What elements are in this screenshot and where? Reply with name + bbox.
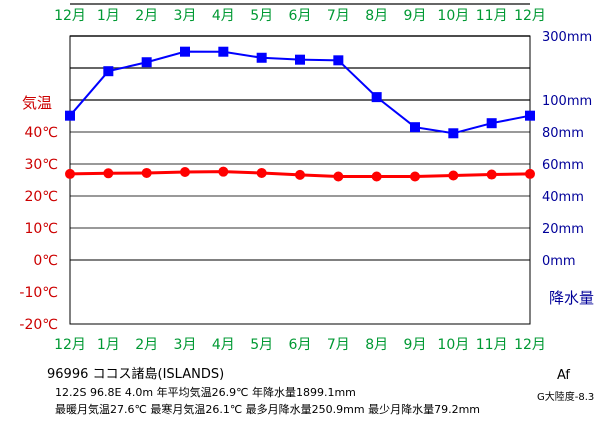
temperature-point (218, 166, 229, 177)
month-label: 2月 (135, 337, 158, 353)
precipitation-point (218, 46, 229, 57)
temperature-tick-label: 40℃ (24, 125, 58, 141)
month-label: 9月 (404, 8, 427, 24)
precipitation-tick-label: 40mm (542, 190, 584, 205)
month-label: 10月 (437, 337, 469, 353)
temperature-point (103, 168, 114, 179)
precipitation-point (525, 110, 535, 121)
month-label: 8月 (365, 8, 388, 24)
month-label: 12月 (54, 337, 86, 353)
temperature-axis-title: 気温 (22, 94, 52, 112)
grid-lines (70, 3, 530, 261)
month-label: 1月 (97, 8, 120, 24)
month-label: 9月 (404, 337, 427, 353)
temperature-point (410, 171, 420, 182)
temperature-point (333, 171, 344, 182)
temperature-point (486, 169, 497, 180)
precipitation-tick-label: 0mm (542, 254, 576, 269)
temperature-tick-label: 30℃ (24, 157, 58, 173)
temperature-tick-label: 0℃ (33, 253, 58, 269)
temperature-point (448, 170, 459, 181)
month-label: 3月 (174, 337, 197, 353)
precipitation-point (333, 55, 344, 66)
station-title: 96996 ココス諸島(ISLANDS) (47, 363, 224, 382)
month-label: 6月 (289, 337, 312, 353)
month-label: 7月 (327, 337, 350, 353)
month-label: 12月 (514, 337, 546, 353)
month-label: 8月 (365, 337, 388, 353)
precipitation-point (65, 110, 75, 121)
month-label: 3月 (174, 8, 197, 24)
month-label: 4月 (212, 337, 235, 353)
month-label: 4月 (212, 8, 235, 24)
month-label: 6月 (289, 8, 312, 24)
precipitation-tick-label: 80mm (542, 126, 584, 141)
climate-class: Af (557, 368, 571, 383)
month-label: 2月 (135, 8, 158, 24)
temperature-tick-label: 20℃ (24, 189, 58, 205)
temperature-point (180, 167, 190, 177)
station-coords-line: 12.2S 96.8E 4.0m 年平均気温26.9℃ 年降水量1899.1mm (55, 386, 356, 399)
precipitation-tick-label: 20mm (542, 222, 584, 237)
temperature-point (371, 171, 382, 182)
precipitation-tick-label: 300mm (542, 30, 592, 45)
precipitation-point (410, 122, 420, 133)
continentality: G大陸度-8.3 (537, 392, 595, 403)
month-label: 11月 (476, 8, 508, 24)
station-extremes-line: 最暖月気温27.6℃ 最寒月気温26.1℃ 最多月降水量250.9mm 最少月降… (55, 403, 481, 416)
month-label: 12月 (514, 8, 546, 24)
temperature-point (525, 168, 535, 179)
temperature-tick-label: 10℃ (24, 221, 58, 237)
plot-frame (69, 35, 531, 325)
precipitation-point (486, 118, 497, 129)
month-label: 5月 (250, 8, 273, 24)
series-layer (65, 46, 535, 182)
precipitation-point (295, 54, 305, 65)
temperature-point (141, 167, 152, 178)
precipitation-point (103, 66, 114, 77)
temperature-tick-label: -10℃ (19, 285, 58, 301)
precipitation-axis-ticks: 500mm300mm100mm80mm60mm40mm20mm0mm (542, 30, 592, 269)
precipitation-point (448, 128, 459, 139)
month-label: 11月 (476, 337, 508, 353)
temperature-point (256, 167, 267, 178)
month-label: 5月 (250, 337, 273, 353)
temperature-tick-label: -20℃ (19, 317, 58, 333)
station-name: ココス諸島(ISLANDS) (92, 367, 225, 382)
precipitation-point (371, 92, 382, 103)
month-label: 10月 (437, 8, 469, 24)
top-month-labels: 12月 1月 2月 3月 4月 5月 6月 7月 8月 9月 10月 11月 12月 (54, 8, 546, 24)
precipitation-axis-title: 降水量 (549, 289, 594, 307)
precipitation-tick-label: 60mm (542, 158, 584, 173)
precipitation-point (180, 46, 190, 57)
temperature-point (295, 169, 305, 180)
month-label: 7月 (327, 8, 350, 24)
temperature-axis-ticks: 40℃ 30℃ 20℃ 10℃ 0℃ -10℃ -20℃ (19, 125, 58, 333)
precipitation-point (141, 57, 152, 68)
precipitation-tick-label: 100mm (542, 94, 592, 109)
month-label: 12月 (54, 8, 86, 24)
bottom-month-labels: 12月 1月 2月 3月 4月 5月 6月 7月 8月 9月 10月 11月 12月 (54, 337, 546, 353)
precipitation-point (256, 52, 267, 63)
month-label: 1月 (97, 337, 120, 353)
temperature-point (65, 168, 75, 179)
station-code: 96996 (47, 367, 89, 382)
